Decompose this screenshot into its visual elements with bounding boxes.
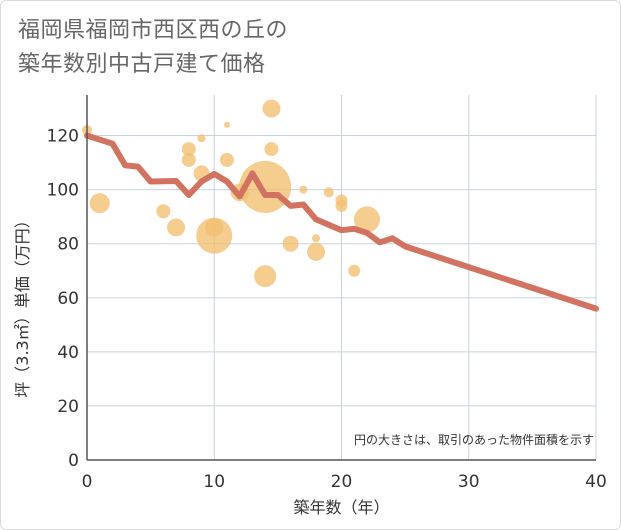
grid-lines: [87, 95, 597, 460]
bubble-23: [335, 199, 348, 212]
y-tick-label-6: 120: [47, 127, 79, 147]
y-tick-label-1: 20: [57, 397, 79, 417]
title-line-2: 築年数別中古戸建て価格: [18, 52, 266, 77]
trend-line: [84, 132, 599, 312]
y-tick-label-4: 80: [57, 235, 79, 255]
bubble-19: [312, 234, 321, 243]
x-tick-label-4: 40: [585, 472, 607, 492]
x-tick-label-3: 30: [458, 472, 480, 492]
bubble-6: [197, 134, 206, 143]
x-tick-labels: 0 10 20 30 40: [82, 472, 607, 492]
bubble-14: [254, 265, 277, 288]
bubble-9: [196, 217, 233, 254]
bubble-11: [219, 152, 234, 167]
y-tick-label-3: 60: [57, 289, 79, 309]
bubble-16: [264, 142, 279, 157]
x-tick-label-1: 10: [203, 472, 225, 492]
x-axis-label: 築年数（年）: [293, 498, 389, 517]
bubble-4: [181, 142, 196, 157]
chart-title: 福岡県福岡市西区西の丘の 築年数別中古戸建て価格: [18, 14, 288, 82]
y-tick-label-0: 0: [68, 451, 79, 471]
bubble-2: [156, 204, 171, 219]
y-tick-label-2: 40: [57, 343, 79, 363]
x-tick-label-2: 20: [331, 472, 353, 492]
bubble-10: [223, 121, 230, 128]
y-tick-labels: 0 20 40 60 80 100 120: [47, 127, 79, 471]
y-axis-label: 坪（3.3㎡）単価（万円）: [13, 212, 32, 397]
bubble-18: [299, 185, 308, 194]
y-tick-label-5: 100: [47, 181, 79, 201]
bubble-21: [323, 187, 334, 198]
bubble-layer: [82, 99, 380, 288]
bubble-20: [307, 242, 326, 261]
bubble-15: [262, 99, 281, 118]
bubble-size-note: 円の大きさは、取引のあった物件面積を示す: [354, 432, 594, 447]
title-line-1: 福岡県福岡市西区西の丘の: [18, 18, 289, 43]
bubble-17: [282, 235, 299, 252]
axes: [86, 95, 596, 461]
bubble-1: [89, 193, 110, 214]
bubble-25: [353, 206, 380, 233]
bubble-24: [348, 264, 361, 277]
bubble-3: [167, 218, 186, 237]
x-tick-label-0: 0: [82, 472, 93, 492]
bubble-5: [181, 152, 196, 167]
